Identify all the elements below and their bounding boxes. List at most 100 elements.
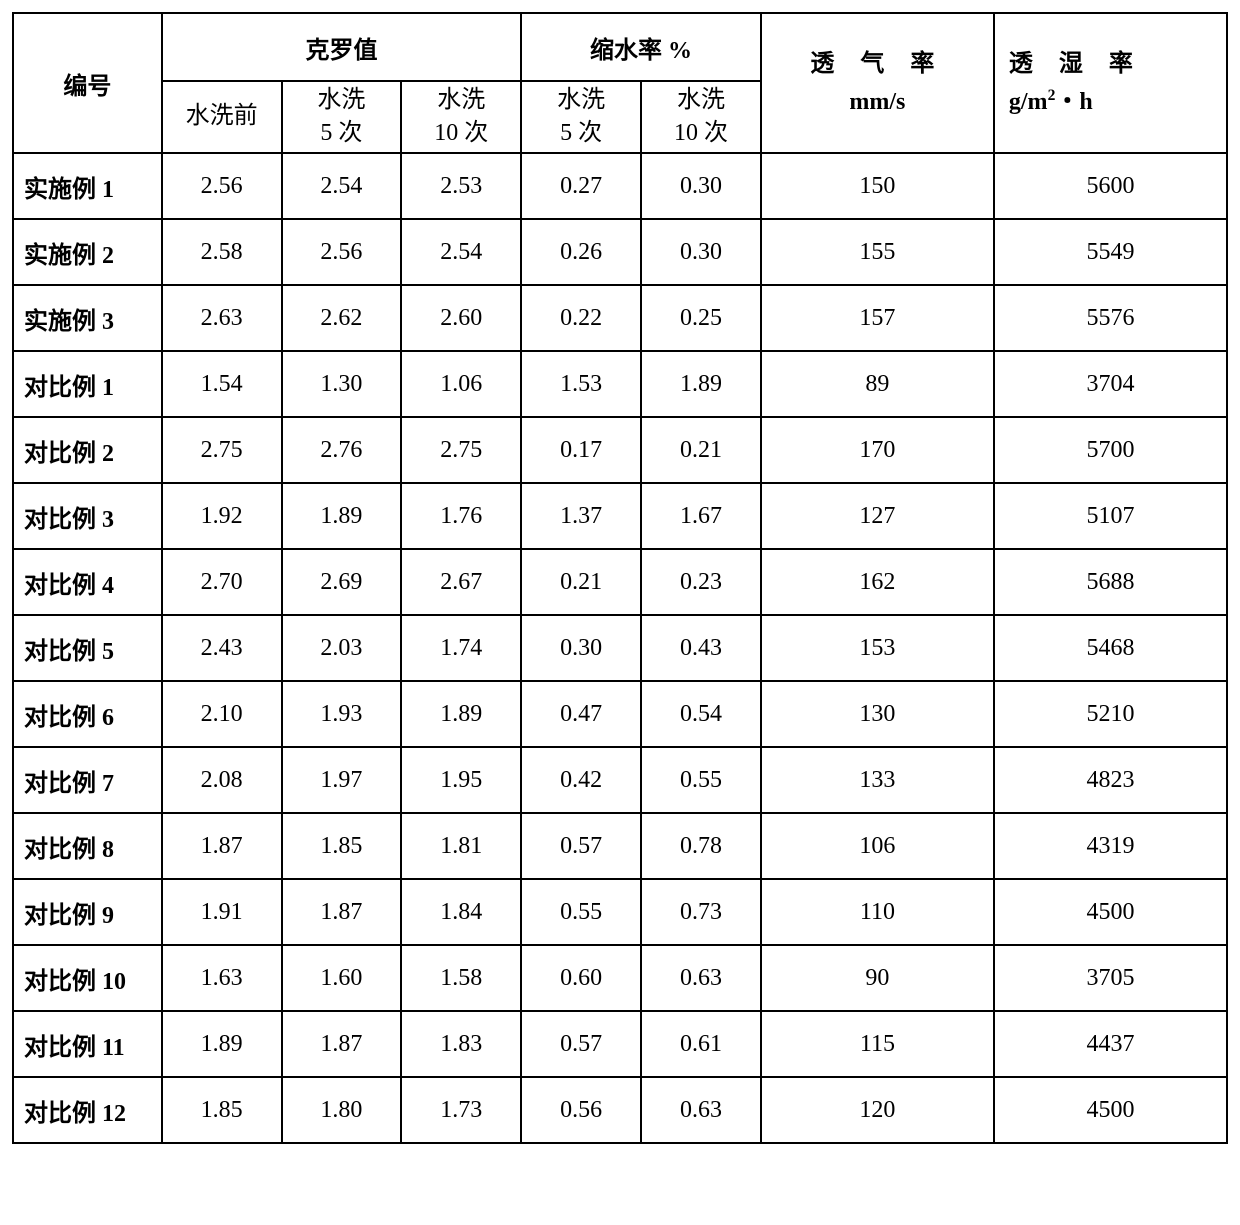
header-group-shrink: 缩水率 % [521, 13, 761, 81]
cell-k5: 1.87 [282, 879, 402, 945]
cell-k10: 2.53 [401, 153, 521, 219]
cell-k10: 1.89 [401, 681, 521, 747]
header-moist-line1: 透 湿 率 [1009, 45, 1143, 83]
cell-k10: 1.58 [401, 945, 521, 1011]
cell-k5: 2.69 [282, 549, 402, 615]
row-id: 对比例 3 [13, 483, 162, 549]
cell-air: 153 [761, 615, 994, 681]
header-before-wash: 水洗前 [162, 81, 282, 153]
cell-k10: 1.06 [401, 351, 521, 417]
header-wash5-shrink: 水洗5 次 [521, 81, 641, 153]
cell-air: 120 [761, 1077, 994, 1143]
cell-k0: 1.92 [162, 483, 282, 549]
header-moist: 透 湿 率 g/m2・h [994, 13, 1227, 153]
cell-s10: 0.43 [641, 615, 761, 681]
header-wash5-clo: 水洗5 次 [282, 81, 402, 153]
cell-k10: 1.74 [401, 615, 521, 681]
cell-k0: 1.85 [162, 1077, 282, 1143]
table-row: 对比例 72.081.971.950.420.551334823 [13, 747, 1227, 813]
row-id: 实施例 2 [13, 219, 162, 285]
cell-moist: 4500 [994, 1077, 1227, 1143]
cell-s5: 0.57 [521, 813, 641, 879]
cell-s5: 0.17 [521, 417, 641, 483]
cell-moist: 3704 [994, 351, 1227, 417]
cell-k10: 2.75 [401, 417, 521, 483]
cell-s5: 1.37 [521, 483, 641, 549]
cell-k5: 1.30 [282, 351, 402, 417]
cell-k10: 2.67 [401, 549, 521, 615]
data-table: 编号 克罗值 缩水率 % 透 气 率 mm/s 透 湿 率 g/m2・h 水洗前… [12, 12, 1228, 1144]
cell-k10: 1.84 [401, 879, 521, 945]
cell-air: 162 [761, 549, 994, 615]
cell-air: 106 [761, 813, 994, 879]
cell-k5: 1.97 [282, 747, 402, 813]
cell-k5: 2.62 [282, 285, 402, 351]
cell-air: 130 [761, 681, 994, 747]
cell-k0: 2.56 [162, 153, 282, 219]
cell-air: 150 [761, 153, 994, 219]
cell-k5: 1.93 [282, 681, 402, 747]
cell-s5: 0.60 [521, 945, 641, 1011]
cell-k5: 1.87 [282, 1011, 402, 1077]
table-row: 对比例 31.921.891.761.371.671275107 [13, 483, 1227, 549]
cell-s5: 0.30 [521, 615, 641, 681]
row-id: 对比例 2 [13, 417, 162, 483]
cell-moist: 5549 [994, 219, 1227, 285]
cell-s5: 1.53 [521, 351, 641, 417]
cell-moist: 5688 [994, 549, 1227, 615]
cell-s10: 0.73 [641, 879, 761, 945]
cell-moist: 3705 [994, 945, 1227, 1011]
cell-s5: 0.57 [521, 1011, 641, 1077]
header-id: 编号 [13, 13, 162, 153]
cell-s10: 0.30 [641, 153, 761, 219]
table-row: 对比例 101.631.601.580.600.63903705 [13, 945, 1227, 1011]
cell-k10: 2.60 [401, 285, 521, 351]
row-id: 对比例 12 [13, 1077, 162, 1143]
table-row: 对比例 42.702.692.670.210.231625688 [13, 549, 1227, 615]
cell-k0: 2.10 [162, 681, 282, 747]
table-row: 实施例 12.562.542.530.270.301505600 [13, 153, 1227, 219]
cell-k10: 2.54 [401, 219, 521, 285]
cell-k10: 1.81 [401, 813, 521, 879]
row-id: 实施例 1 [13, 153, 162, 219]
cell-moist: 5468 [994, 615, 1227, 681]
table-header: 编号 克罗值 缩水率 % 透 气 率 mm/s 透 湿 率 g/m2・h 水洗前… [13, 13, 1227, 153]
header-wash10-shrink: 水洗10 次 [641, 81, 761, 153]
table-row: 对比例 22.752.762.750.170.211705700 [13, 417, 1227, 483]
cell-k0: 1.87 [162, 813, 282, 879]
cell-moist: 4500 [994, 879, 1227, 945]
cell-k0: 1.91 [162, 879, 282, 945]
cell-k5: 1.60 [282, 945, 402, 1011]
cell-air: 133 [761, 747, 994, 813]
cell-k0: 2.43 [162, 615, 282, 681]
cell-k0: 2.08 [162, 747, 282, 813]
table-row: 对比例 62.101.931.890.470.541305210 [13, 681, 1227, 747]
cell-s10: 0.21 [641, 417, 761, 483]
cell-s10: 0.23 [641, 549, 761, 615]
cell-s10: 0.61 [641, 1011, 761, 1077]
header-air: 透 气 率 mm/s [761, 13, 994, 153]
cell-s10: 0.78 [641, 813, 761, 879]
table-row: 对比例 121.851.801.730.560.631204500 [13, 1077, 1227, 1143]
cell-s5: 0.56 [521, 1077, 641, 1143]
table-row: 实施例 22.582.562.540.260.301555549 [13, 219, 1227, 285]
header-wash10-clo: 水洗10 次 [401, 81, 521, 153]
cell-k0: 2.75 [162, 417, 282, 483]
row-id: 对比例 9 [13, 879, 162, 945]
cell-air: 170 [761, 417, 994, 483]
cell-k5: 1.85 [282, 813, 402, 879]
cell-s5: 0.22 [521, 285, 641, 351]
cell-moist: 4319 [994, 813, 1227, 879]
cell-s10: 0.63 [641, 1077, 761, 1143]
cell-k10: 1.76 [401, 483, 521, 549]
cell-k0: 1.63 [162, 945, 282, 1011]
header-air-line1: 透 气 率 [810, 45, 944, 83]
header-air-line2: mm/s [849, 83, 905, 121]
row-id: 对比例 4 [13, 549, 162, 615]
cell-k0: 1.54 [162, 351, 282, 417]
cell-moist: 5600 [994, 153, 1227, 219]
cell-k5: 1.89 [282, 483, 402, 549]
cell-k0: 2.63 [162, 285, 282, 351]
cell-k0: 2.58 [162, 219, 282, 285]
cell-air: 110 [761, 879, 994, 945]
